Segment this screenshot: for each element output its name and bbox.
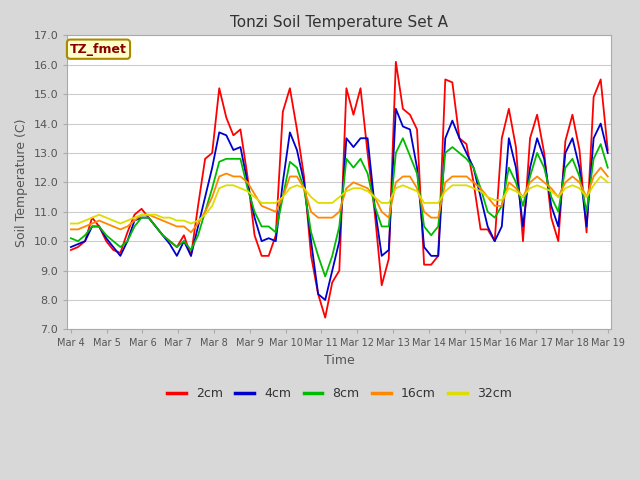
Line: 32cm: 32cm [71, 177, 608, 224]
32cm [604, 180, 612, 185]
2cm [604, 147, 612, 153]
Title: Tonzi Soil Temperature Set A: Tonzi Soil Temperature Set A [230, 15, 449, 30]
32cm [300, 185, 308, 191]
4cm [392, 106, 399, 112]
4cm [604, 150, 612, 156]
Line: 4cm: 4cm [71, 109, 608, 300]
Text: TZ_fmet: TZ_fmet [70, 43, 127, 56]
4cm [244, 180, 252, 185]
16cm [293, 174, 301, 180]
8cm [300, 185, 308, 191]
Line: 2cm: 2cm [71, 62, 608, 318]
2cm [321, 315, 329, 321]
16cm [173, 224, 180, 229]
2cm [244, 174, 252, 180]
16cm [251, 191, 259, 197]
8cm [286, 159, 294, 165]
16cm [597, 165, 605, 170]
2cm [286, 85, 294, 91]
16cm [258, 203, 266, 209]
32cm [251, 194, 259, 200]
2cm [67, 247, 75, 253]
32cm [173, 218, 180, 224]
8cm [251, 209, 259, 215]
4cm [300, 180, 308, 185]
4cm [251, 215, 259, 220]
4cm [321, 297, 329, 303]
16cm [604, 174, 612, 180]
X-axis label: Time: Time [324, 354, 355, 367]
Legend: 2cm, 4cm, 8cm, 16cm, 32cm: 2cm, 4cm, 8cm, 16cm, 32cm [162, 383, 516, 406]
32cm [364, 188, 371, 194]
2cm [392, 59, 399, 65]
16cm [371, 194, 378, 200]
2cm [173, 244, 180, 250]
16cm [187, 229, 195, 235]
32cm [244, 188, 252, 194]
8cm [321, 274, 329, 279]
2cm [371, 209, 378, 215]
8cm [371, 203, 378, 209]
2cm [300, 174, 308, 180]
8cm [399, 135, 407, 141]
8cm [67, 235, 75, 241]
16cm [67, 227, 75, 232]
32cm [286, 185, 294, 191]
32cm [597, 174, 605, 180]
2cm [251, 232, 259, 238]
8cm [244, 185, 252, 191]
16cm [307, 209, 315, 215]
Line: 16cm: 16cm [71, 168, 608, 232]
8cm [173, 244, 180, 250]
8cm [604, 165, 612, 170]
4cm [173, 253, 180, 259]
4cm [371, 203, 378, 209]
Y-axis label: Soil Temperature (C): Soil Temperature (C) [15, 118, 28, 247]
32cm [67, 221, 75, 227]
4cm [286, 130, 294, 135]
Line: 8cm: 8cm [71, 138, 608, 276]
4cm [67, 244, 75, 250]
